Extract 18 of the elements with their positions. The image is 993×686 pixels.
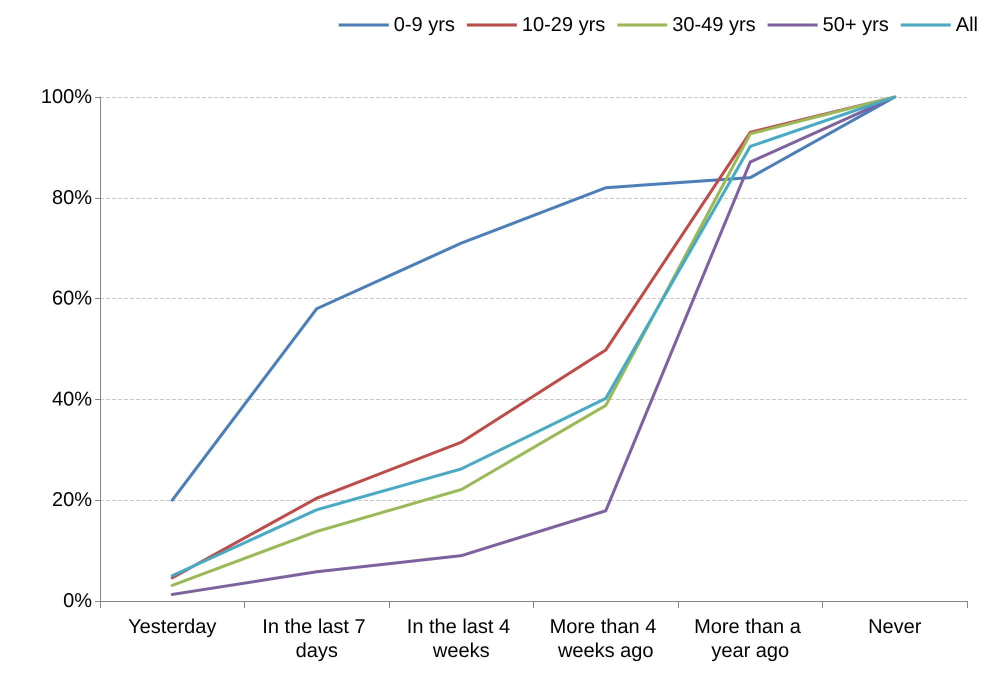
y-tick-label: 20% [52, 489, 92, 512]
y-tick-label: 100% [40, 86, 92, 108]
x-tick-label: More than 4 weeks ago [550, 616, 662, 662]
legend-label: 10-29 yrs [522, 14, 606, 36]
x-tick-label: Yesterday [128, 616, 216, 638]
y-tick-label: 40% [52, 388, 92, 410]
line-series [170, 96, 896, 502]
legend-label: 50+ yrs [822, 14, 889, 36]
y-tick-label: 60% [52, 288, 92, 310]
x-tick-label: Never [868, 616, 922, 638]
legend-label: 0-9 yrs [394, 14, 455, 36]
y-tick-label: 80% [52, 186, 92, 209]
x-tick-label: In the last 7 days [262, 616, 372, 662]
legend-label: All [956, 14, 978, 36]
x-tick-label: In the last 4 weeks [406, 616, 516, 662]
y-tick-label: 0% [63, 590, 92, 612]
x-tick-label: More than a year ago [694, 616, 806, 662]
legend-label: 30-49 yrs [672, 14, 756, 36]
